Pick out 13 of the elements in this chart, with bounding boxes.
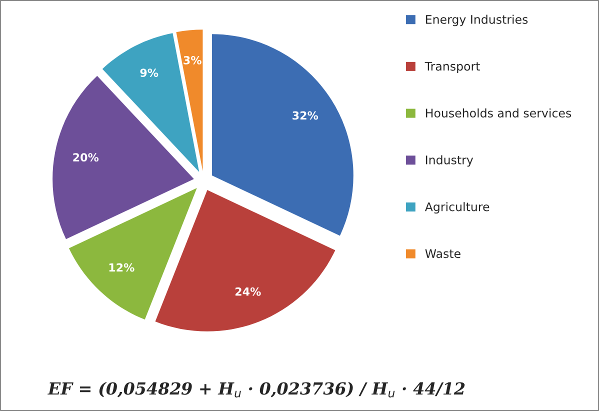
data-label: 20% xyxy=(73,153,99,162)
legend-label: Households and services xyxy=(426,108,572,118)
data-label: 24% xyxy=(235,287,261,296)
legend-label: Transport xyxy=(424,62,480,74)
data-label: 12% xyxy=(109,263,134,272)
legend-label: Industry xyxy=(426,155,474,167)
legend-label: Agriculture xyxy=(424,202,490,214)
text: EF = (0,054829 + H$_{u}$ · 0,023736) / H$_{u}$ · 44/12 xyxy=(48,382,465,398)
data-label: 3% xyxy=(184,56,202,64)
data-label: 32% xyxy=(292,111,318,120)
legend-label: Energy Industries xyxy=(426,14,528,26)
data-label: 9% xyxy=(140,68,158,77)
legend-label: Waste xyxy=(425,249,460,258)
